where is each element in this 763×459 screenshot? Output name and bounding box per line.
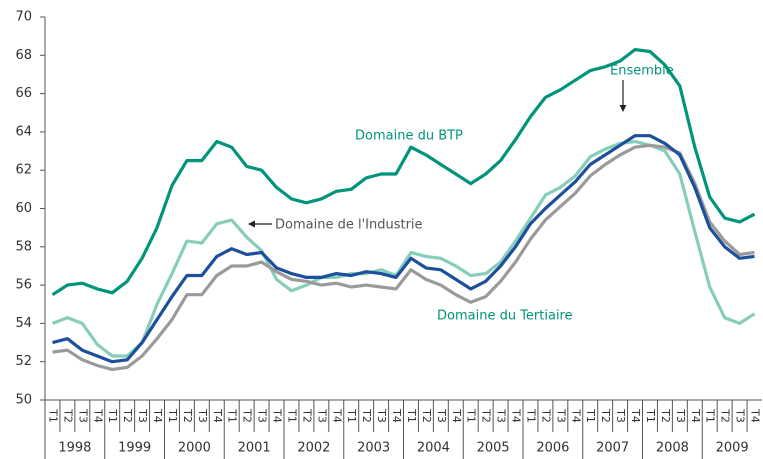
x-tick-label: T4	[569, 408, 582, 423]
x-tick-label: T2	[480, 408, 493, 423]
x-tick-label: T2	[121, 408, 134, 423]
x-tick-label: T3	[674, 408, 687, 423]
series-line	[51, 139, 756, 358]
x-tick-label: T3	[315, 408, 328, 423]
x-tick-label: T4	[151, 408, 164, 423]
year-label: 2005	[477, 441, 510, 456]
y-tick-label: 70	[15, 10, 32, 25]
x-tick-label: T4	[450, 408, 463, 423]
x-tick-label: T1	[584, 408, 597, 423]
x-tick-label: T4	[510, 408, 523, 423]
arrows	[248, 80, 627, 228]
x-tick-label: T2	[181, 408, 194, 423]
x-tick-label: T4	[211, 408, 224, 423]
x-tick-label: T3	[375, 408, 388, 423]
x-tick-label: T2	[420, 408, 433, 423]
x-tick-label: T3	[554, 408, 567, 423]
year-label: 2006	[536, 441, 569, 456]
y-tick-label: 68	[15, 48, 32, 63]
series-line	[52, 134, 755, 364]
year-label: 2009	[716, 441, 749, 456]
x-tick-label: T1	[46, 408, 59, 423]
x-tick-label: T2	[719, 408, 732, 423]
y-tick-label: 50	[15, 393, 32, 408]
x-tick-label: T4	[271, 408, 284, 423]
year-label: 1999	[118, 441, 151, 456]
series-line	[51, 48, 756, 297]
year-label: 2000	[178, 441, 211, 456]
series-line	[52, 143, 755, 371]
x-tick-label: T3	[734, 408, 747, 423]
x-tick-label: T2	[300, 408, 313, 423]
year-label: 1998	[58, 441, 91, 456]
label-tertiaire: Domaine du Tertiaire	[437, 309, 573, 324]
x-tick-label: T1	[166, 408, 179, 423]
year-label: 2004	[417, 441, 450, 456]
year-label: 2001	[238, 441, 271, 456]
y-tick-label: 62	[15, 163, 32, 178]
x-tick-label: T4	[330, 408, 343, 423]
x-tick-label: T1	[704, 408, 717, 423]
x-tick-label: T1	[405, 408, 418, 423]
x-tick-label: T4	[629, 408, 642, 423]
y-tick-label: 56	[15, 278, 32, 293]
x-tick-label: T1	[345, 408, 358, 423]
x-tick-label: T4	[689, 408, 702, 423]
y-tick-label: 64	[15, 124, 32, 139]
x-tick-label: T3	[76, 408, 89, 423]
x-tick-label: T3	[435, 408, 448, 423]
x-tick-label: T4	[390, 408, 403, 423]
year-label: 2003	[357, 441, 390, 456]
y-tick-label: 58	[15, 239, 32, 254]
label-industrie: Domaine de l'Industrie	[275, 218, 423, 233]
x-tick-label: T1	[465, 408, 478, 423]
x-tick-label: T1	[644, 408, 657, 423]
x-tick-label: T2	[539, 408, 552, 423]
x-tick-label: T1	[226, 408, 239, 423]
y-tick-label: 52	[15, 354, 32, 369]
x-tick-label: T3	[256, 408, 269, 423]
y-tick-label: 54	[15, 316, 32, 331]
year-label: 2008	[656, 441, 689, 456]
x-tick-label: T3	[196, 408, 209, 423]
x-tick-label: T2	[360, 408, 373, 423]
y-tick-label: 66	[15, 86, 32, 101]
x-tick-label: T2	[599, 408, 612, 423]
x-tick-label: T2	[241, 408, 254, 423]
y-tick-label: 60	[15, 201, 32, 216]
label-ensemble: Ensemble	[610, 64, 674, 79]
x-tick-label: T2	[659, 408, 672, 423]
x-tick-label: T1	[106, 408, 119, 423]
x-tick-label: T3	[136, 408, 149, 423]
x-tick-label: T2	[61, 408, 74, 423]
x-tick-label: T1	[285, 408, 298, 423]
year-label: 2007	[596, 441, 629, 456]
label-btp: Domaine du BTP	[355, 129, 463, 144]
x-tick-label: T1	[524, 408, 537, 423]
x-tick-label: T3	[495, 408, 508, 423]
year-label: 2002	[297, 441, 330, 456]
x-tick-label: T3	[614, 408, 627, 423]
x-tick-label: T4	[91, 408, 104, 423]
x-tick-label: T4	[749, 408, 762, 423]
